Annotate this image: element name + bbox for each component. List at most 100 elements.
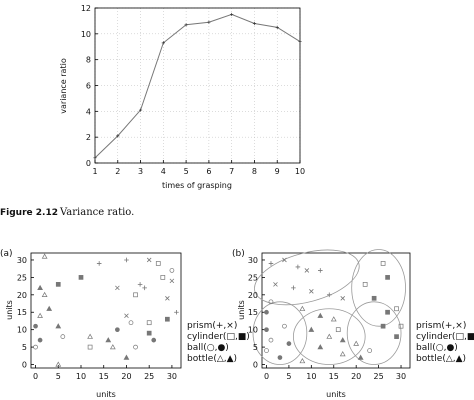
bottle-point — [55, 323, 62, 329]
cylinder-point — [133, 292, 138, 298]
panel-b-label: (b) — [232, 249, 245, 259]
x-tick-label: 30 — [167, 372, 177, 381]
cylinder-point — [160, 275, 166, 280]
cylinder-point — [78, 275, 84, 280]
panel-b-frame — [261, 252, 411, 369]
y-tick-label: 15 — [248, 308, 258, 317]
bottle-point — [46, 305, 53, 311]
x-tick-label: 0 — [33, 372, 38, 381]
bottle-point — [317, 312, 324, 318]
caption-text: Variance ratio. — [59, 207, 134, 218]
data-point — [116, 134, 120, 138]
cylinder-point — [385, 275, 390, 280]
legend-entry: bottle(△,▲) — [187, 354, 237, 364]
y-tick-label: 25 — [17, 273, 27, 282]
panel-b-ticks: 0 5 10 15 20 25 30 0 5 10 15 20 25 30 — [248, 256, 406, 381]
y-tick-label: 6 — [86, 82, 91, 91]
prism-point — [174, 309, 179, 315]
cylinder-point — [335, 327, 341, 333]
cylinder-point — [146, 330, 152, 336]
bottle-point — [299, 305, 306, 311]
bottle-point — [353, 340, 360, 346]
bottle-point — [357, 354, 364, 360]
ball-point — [367, 348, 372, 353]
ball-point — [264, 309, 269, 315]
bottle-point — [299, 358, 306, 364]
ball-point — [37, 337, 43, 343]
bottle-point — [87, 333, 93, 339]
legend-entry: prism(+,×) — [416, 321, 466, 331]
cylinder-point — [380, 323, 386, 329]
x-tick-label: 15 — [99, 372, 109, 381]
prism-point — [340, 296, 346, 301]
prism-point — [137, 282, 143, 287]
panel-a-points — [33, 253, 179, 367]
x-tick-label: 8 — [252, 167, 257, 176]
prism-point — [295, 264, 301, 270]
data-point — [138, 108, 143, 112]
ball-point — [128, 320, 134, 326]
y-tick-label: 0 — [253, 361, 258, 370]
line-chart-series — [93, 12, 302, 160]
prism-point — [268, 261, 274, 266]
x-tick-label: 0 — [264, 372, 269, 381]
panel-b-points — [264, 257, 404, 364]
bottle-point — [330, 316, 337, 322]
data-point — [161, 41, 165, 45]
x-tick-label: 5 — [184, 167, 189, 176]
prism-point — [304, 268, 310, 273]
legend-entry: cylinder(□,■) — [187, 332, 250, 342]
bottle-point — [37, 312, 43, 318]
line-chart-xlabel: times of grasping — [162, 181, 232, 190]
cylinder-point — [371, 295, 377, 301]
data-point — [298, 39, 302, 44]
y-tick-label: 4 — [86, 107, 91, 116]
panel-a-ylabel: units — [5, 300, 14, 320]
x-tick-label: 20 — [351, 372, 361, 381]
prism-point — [146, 257, 152, 263]
cylinder-point — [155, 261, 161, 266]
y-tick-label: 10 — [17, 326, 27, 335]
ball-point — [286, 341, 292, 346]
data-point — [275, 25, 279, 29]
prism-point — [273, 282, 278, 287]
prism-point — [169, 278, 175, 284]
bottle-point — [317, 344, 324, 350]
bottle-point — [109, 344, 116, 350]
prism-point — [326, 292, 332, 298]
x-tick-label: 9 — [275, 167, 280, 176]
y-tick-label: 20 — [248, 291, 258, 300]
y-tick-label: 10 — [81, 30, 91, 39]
data-point — [184, 23, 188, 27]
ball-point — [169, 268, 175, 273]
ball-point — [33, 323, 38, 329]
panel-a-frame — [30, 252, 182, 369]
ball-point — [268, 337, 274, 343]
figure-caption: Figure 2.12 Variance ratio. — [0, 207, 134, 218]
panel-b-xlabel: units — [326, 390, 346, 399]
ball-point — [264, 327, 269, 333]
line-chart-grid — [94, 7, 301, 164]
y-tick-label: 0 — [86, 159, 91, 168]
x-tick-label: 5 — [286, 372, 291, 381]
bottle-point — [41, 291, 48, 297]
y-tick-label: 0 — [22, 361, 27, 370]
bottle-point — [123, 354, 130, 360]
x-tick-label: 25 — [144, 372, 154, 381]
cylinder-point — [398, 323, 404, 329]
panel-a-xlabel: units — [96, 390, 116, 399]
data-point — [252, 21, 257, 26]
scatter-panel-a: (a) 0 5 10 15 20 25 30 0 5 10 15 20 25 30 units units… — [0, 249, 250, 399]
ball-point — [282, 323, 287, 329]
y-tick-label: 20 — [17, 291, 27, 300]
bottle-point — [37, 284, 43, 290]
ball-point — [264, 348, 269, 353]
legend-entry: prism(+,×) — [187, 321, 237, 331]
ball-point — [115, 327, 120, 333]
x-tick-label: 10 — [306, 372, 316, 381]
x-tick-label: 10 — [76, 372, 86, 381]
cylinder-point — [55, 282, 61, 287]
ball-point — [33, 344, 38, 350]
y-tick-label: 25 — [248, 273, 258, 282]
